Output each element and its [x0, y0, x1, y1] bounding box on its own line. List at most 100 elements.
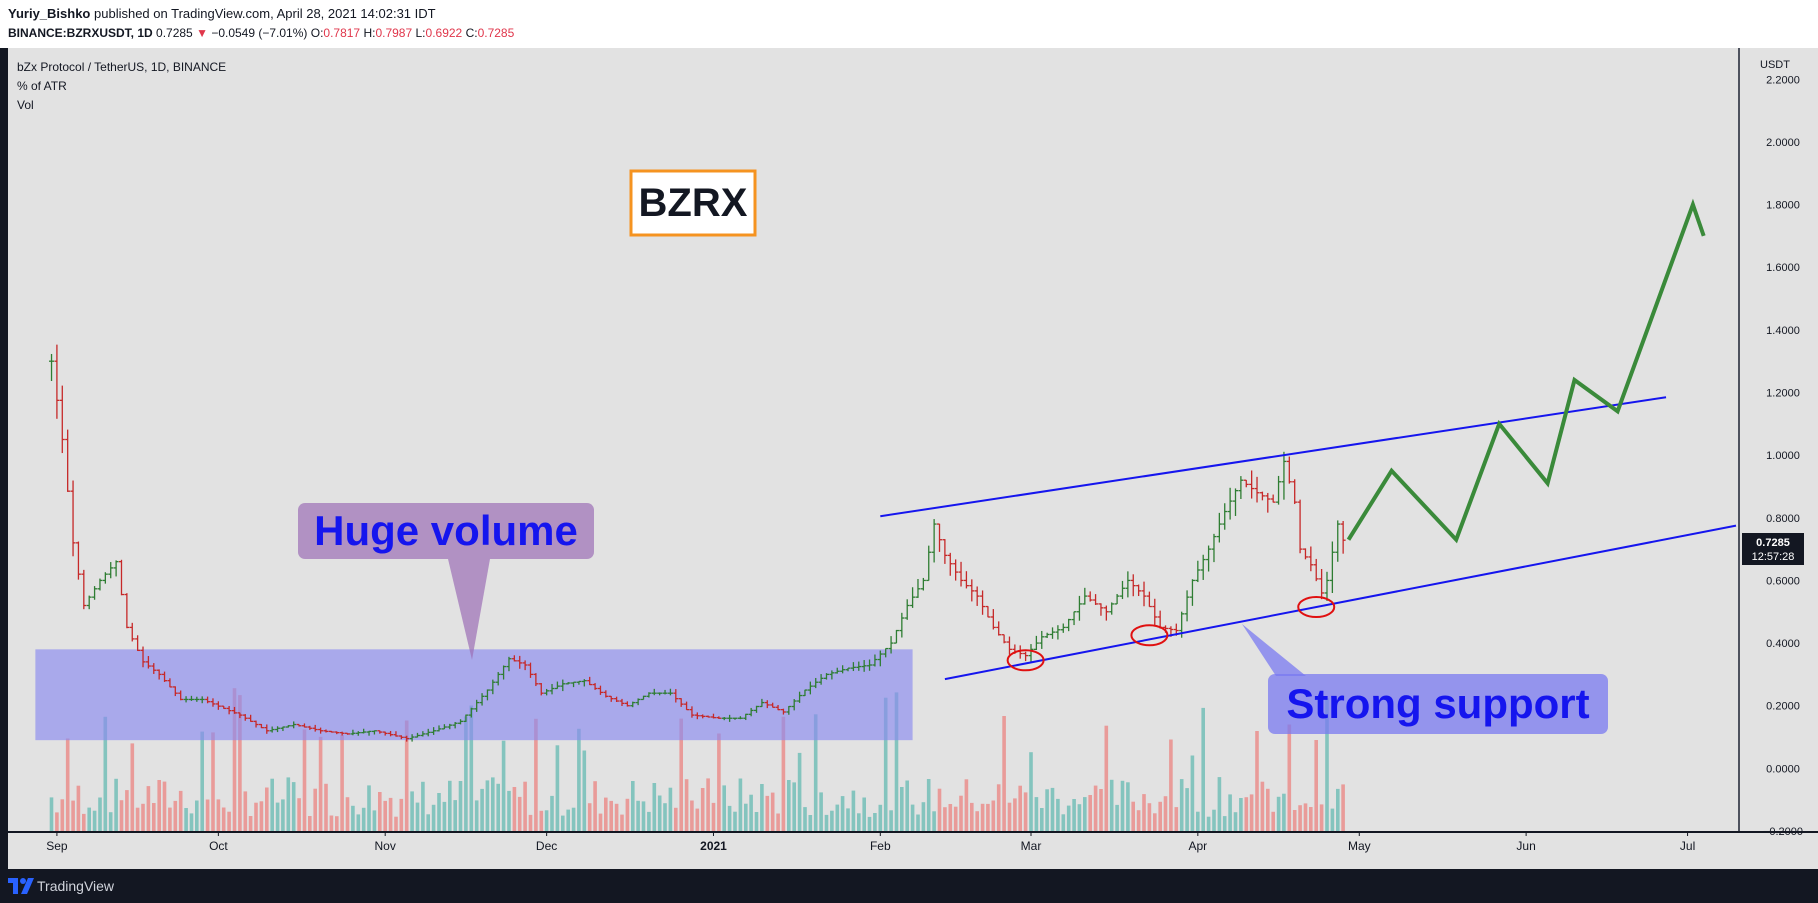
- ohlc-bar: [1216, 512, 1222, 543]
- volume-bar: [318, 736, 323, 831]
- ohlc-bar: [108, 562, 114, 579]
- volume-bar: [1239, 798, 1243, 831]
- ohlc-bar: [748, 707, 754, 717]
- volume-bar: [410, 791, 414, 831]
- ohlc-bar: [291, 721, 297, 729]
- ohlc-bar: [727, 714, 733, 722]
- ohlc-bar: [1259, 491, 1265, 501]
- volume-bar: [501, 740, 506, 831]
- ohlc-bar: [388, 730, 394, 737]
- ohlc-bar: [258, 723, 264, 729]
- ohlc-bar: [447, 723, 453, 730]
- atr-indicator-label[interactable]: % of ATR: [17, 79, 67, 93]
- volume-bar: [152, 803, 156, 831]
- volume-bar: [248, 816, 253, 831]
- ohlc-bar: [533, 673, 539, 687]
- volume-bar: [1061, 814, 1066, 831]
- ohlc-bar: [694, 712, 700, 720]
- ohlc-bar: [1189, 579, 1195, 606]
- channel-upper-line: [880, 396, 1667, 518]
- volume-bar: [975, 811, 979, 831]
- volume-bar: [1077, 804, 1082, 831]
- volume-bar: [1099, 789, 1103, 831]
- volume-bar: [991, 800, 996, 831]
- volume-bar: [367, 785, 371, 831]
- ohlc-bar: [237, 712, 243, 719]
- volume-bar: [1174, 807, 1179, 831]
- ohlc-bar: [226, 706, 232, 715]
- ohlc-bar: [334, 731, 340, 735]
- volume-bar: [824, 814, 829, 831]
- volume-bar: [970, 802, 974, 831]
- ohlc-bar: [210, 698, 216, 707]
- volume-bar: [760, 784, 764, 831]
- volume-bar: [534, 718, 538, 831]
- volume-bar: [55, 812, 59, 831]
- ohlc-bar: [667, 688, 673, 696]
- author-name[interactable]: Yuriy_Bishko: [8, 6, 91, 21]
- ohlc-bar: [425, 728, 431, 737]
- ohlc-bar: [194, 696, 200, 702]
- volume-bar: [776, 813, 780, 831]
- publish-header: Yuriy_Bishko published on TradingView.co…: [0, 0, 1818, 48]
- price-chart[interactable]: 2.2000 2.0000 1.8000 1.6000 1.4000 1.2000 1.00…: [0, 48, 1818, 869]
- ohlc-bar: [538, 683, 544, 696]
- volume-bar: [189, 813, 194, 831]
- volume-bar: [1303, 803, 1308, 831]
- y-tick-label: 2.2000: [1766, 74, 1800, 86]
- volume-bar: [205, 799, 210, 831]
- strong-support-callout: [1268, 674, 1608, 734]
- volume-bar: [108, 812, 113, 831]
- volume-bar: [448, 780, 452, 831]
- y-tick-label: 1.2000: [1766, 388, 1800, 400]
- ohlc-bar: [366, 730, 372, 736]
- ohlc-bar: [947, 552, 953, 576]
- volume-bar: [1007, 802, 1012, 831]
- volume-bar: [932, 811, 936, 831]
- volume-bar: [308, 816, 312, 831]
- volume-bar: [1083, 797, 1087, 831]
- volume-bar: [1282, 793, 1286, 831]
- volume-bar: [232, 688, 237, 831]
- volume-bar: [598, 813, 603, 831]
- volume-bar: [700, 788, 705, 831]
- currency-label: USDT: [1760, 59, 1790, 71]
- volume-bar: [1109, 779, 1114, 831]
- ohlc-bar: [780, 708, 786, 715]
- ohlc-bar: [1066, 618, 1072, 632]
- x-tick-label: Jul: [1680, 839, 1695, 853]
- x-tick-label: Mar: [1021, 839, 1042, 853]
- published-text: published on TradingView.com, April 28, …: [94, 6, 436, 21]
- ohlc-bar: [926, 545, 932, 582]
- ohlc-bar: [1313, 558, 1319, 582]
- volume-bar: [286, 777, 291, 831]
- ohlc-bar: [597, 685, 603, 695]
- strong-support-text: Strong support: [1286, 680, 1589, 727]
- volume-bar: [867, 816, 872, 831]
- tradingview-logo-icon: [8, 878, 34, 894]
- volume-indicator-label[interactable]: Vol: [17, 98, 34, 112]
- volume-bar: [1072, 799, 1076, 831]
- volume-bar: [539, 810, 544, 831]
- tradingview-brand[interactable]: TradingView: [37, 878, 115, 894]
- y-tick-label: 1.4000: [1766, 325, 1800, 337]
- y-tick-label: 0.0000: [1766, 763, 1800, 775]
- volume-bar: [1013, 798, 1017, 831]
- volume-bar: [270, 778, 274, 831]
- ohlc-bar: [215, 701, 221, 710]
- ohlc-bar: [506, 656, 512, 672]
- ohlc-bar: [1297, 499, 1303, 554]
- volume-bar: [275, 802, 280, 831]
- price-axis[interactable]: [1740, 48, 1818, 831]
- ohlc-bars-layer: [49, 344, 1346, 742]
- volume-bar: [65, 738, 70, 831]
- open-label: O:: [310, 26, 324, 40]
- volume-bar: [378, 792, 382, 831]
- volume-bar: [1142, 794, 1146, 831]
- volume-bar: [200, 731, 204, 831]
- ohlc-bar: [361, 728, 367, 734]
- ohlc-bar: [1329, 541, 1335, 593]
- volume-bar: [1330, 808, 1335, 831]
- volume-bar: [813, 714, 818, 831]
- time-axis[interactable]: [8, 833, 1818, 869]
